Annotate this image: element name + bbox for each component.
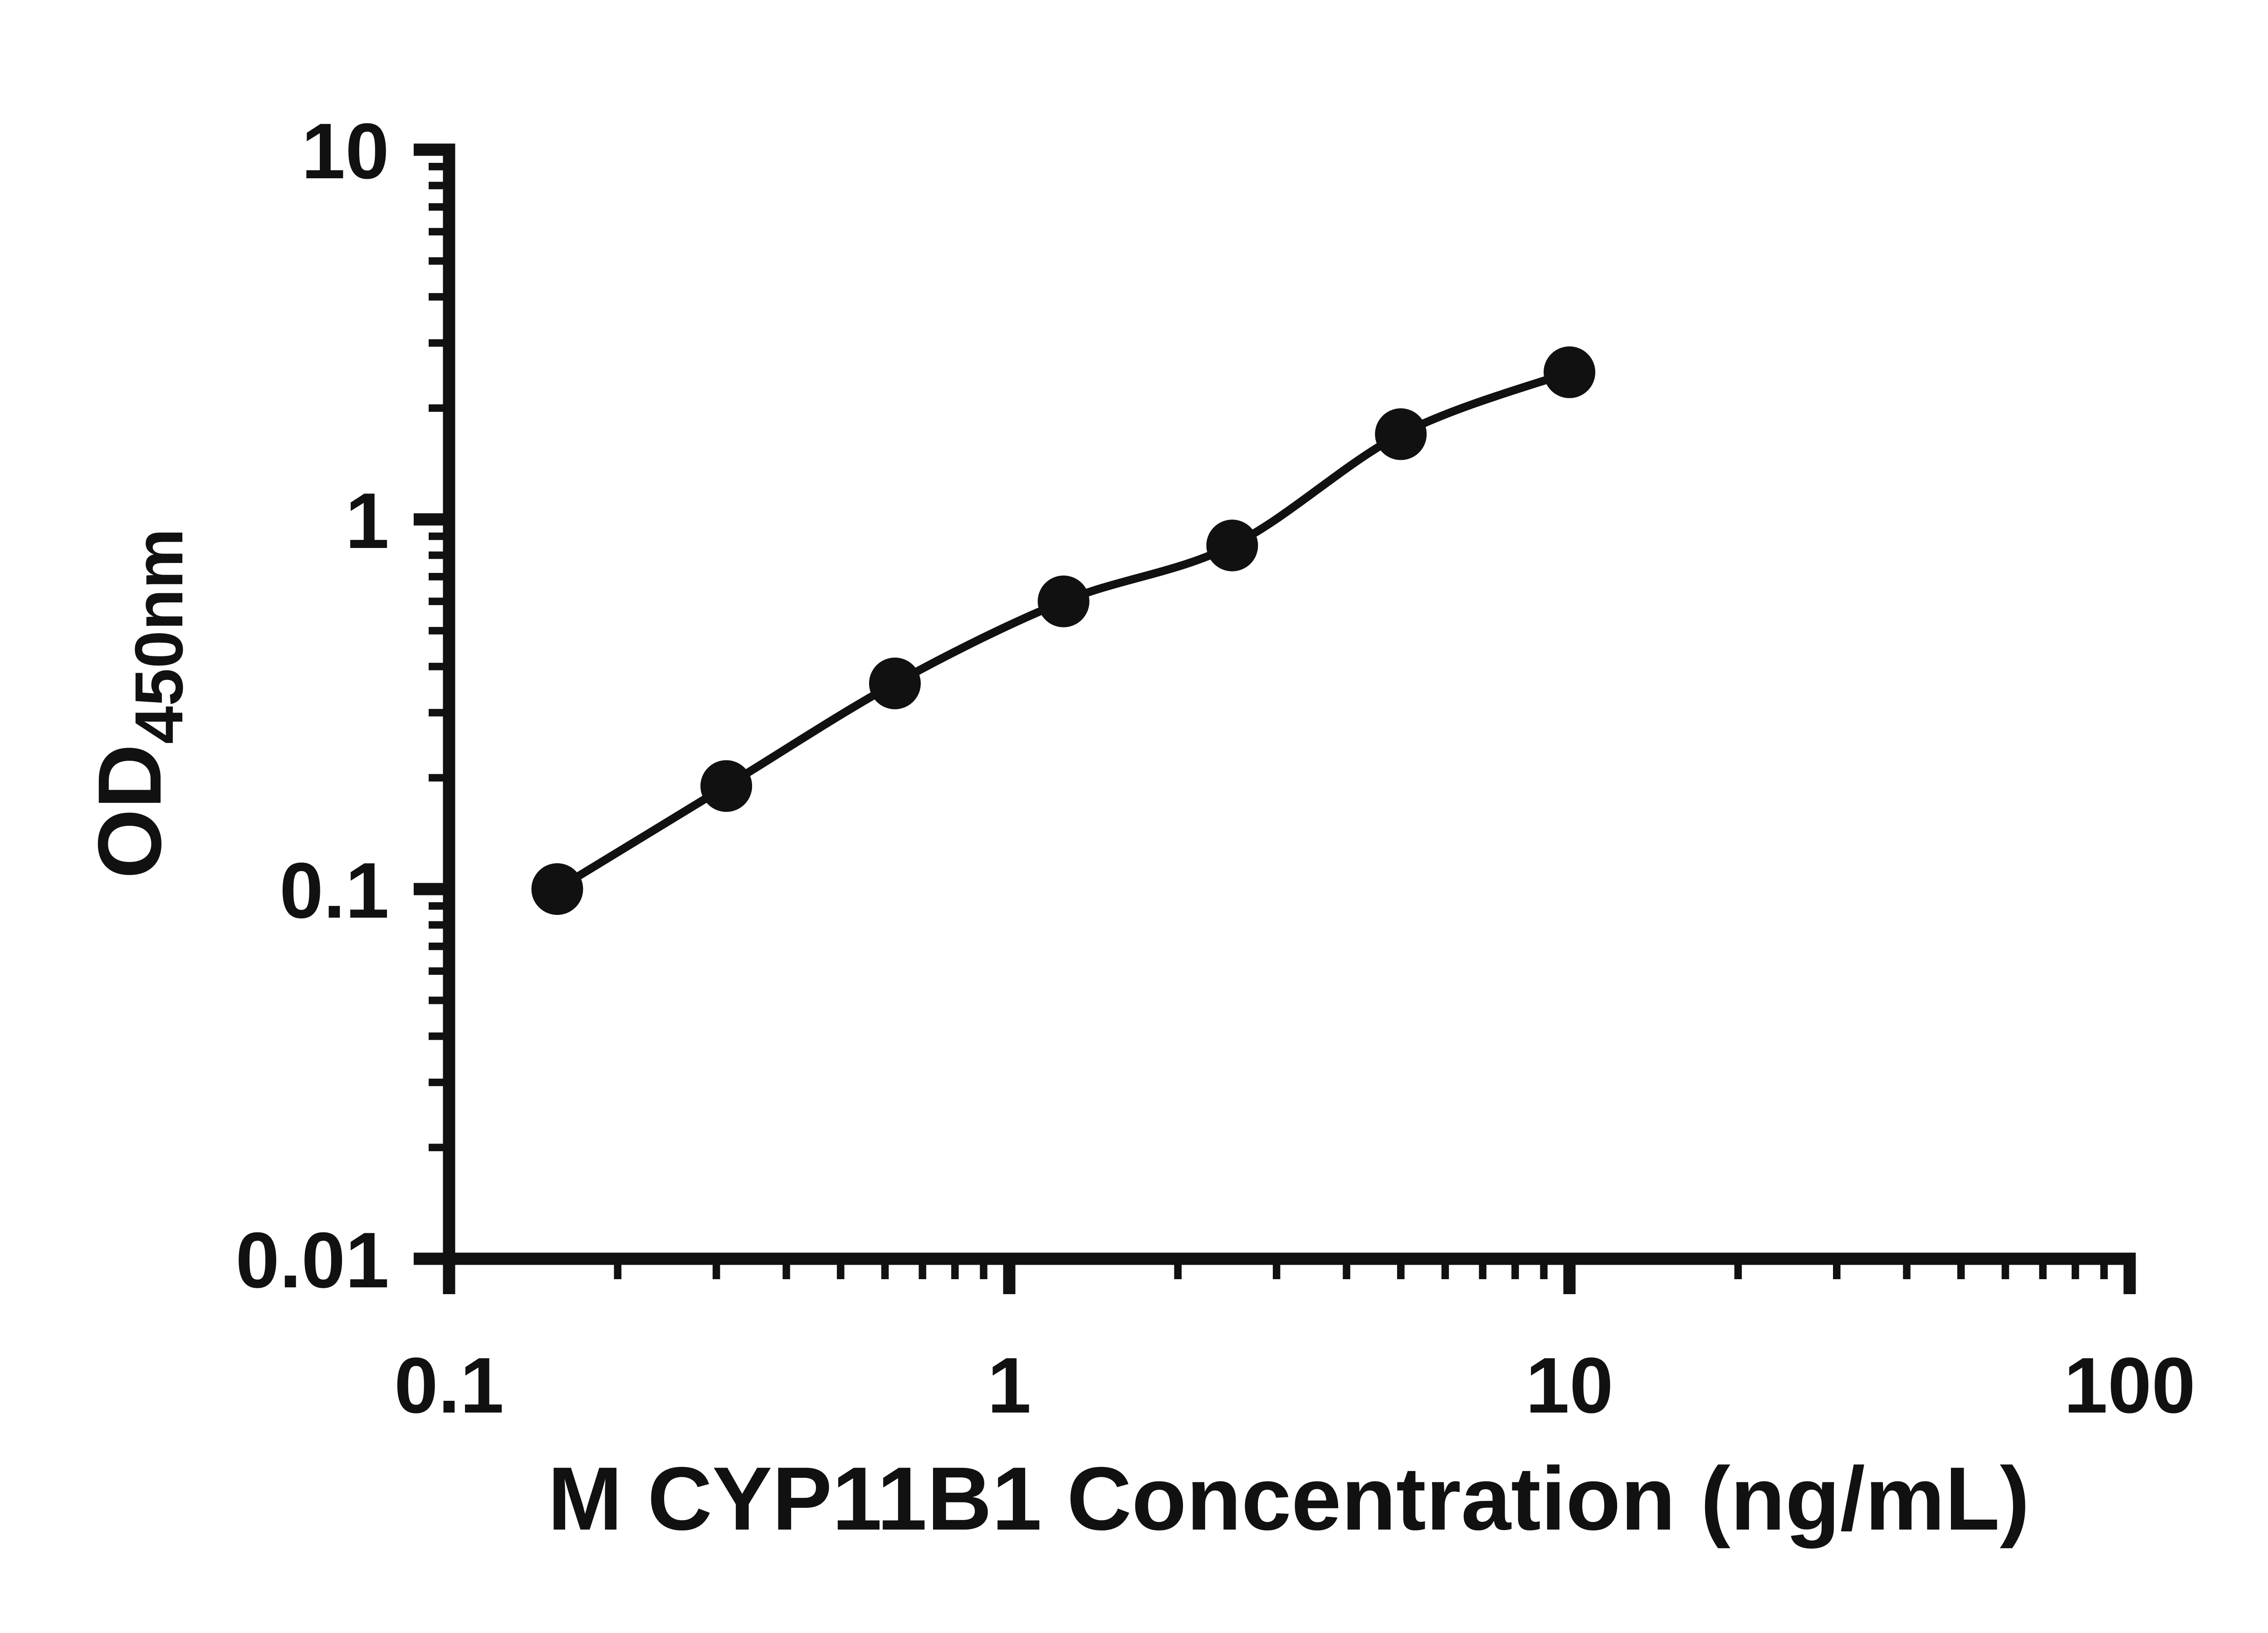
data-point bbox=[1206, 519, 1258, 572]
data-point bbox=[1544, 346, 1595, 398]
y-tick-label: 0.1 bbox=[279, 846, 389, 934]
x-tick-label: 100 bbox=[2064, 1341, 2195, 1429]
data-point bbox=[531, 863, 583, 915]
y-tick-label: 1 bbox=[345, 476, 389, 565]
data-point bbox=[700, 760, 753, 812]
data-point bbox=[1037, 575, 1090, 627]
y-tick-label: 10 bbox=[301, 107, 389, 195]
y-axis-title-sub: 450nm bbox=[121, 528, 197, 744]
x-tick-label: 10 bbox=[1525, 1341, 1613, 1429]
y-axis-title-main: OD bbox=[79, 744, 180, 879]
data-point bbox=[869, 657, 921, 709]
x-tick-label: 0.1 bbox=[394, 1341, 504, 1429]
data-point bbox=[1375, 408, 1427, 460]
y-axis-title: OD450nm bbox=[79, 528, 197, 879]
x-axis-title: M CYP11B1 Concentration (ng/mL) bbox=[547, 1448, 2029, 1549]
y-tick-label: 0.01 bbox=[235, 1216, 389, 1304]
x-tick-label: 1 bbox=[987, 1341, 1031, 1429]
